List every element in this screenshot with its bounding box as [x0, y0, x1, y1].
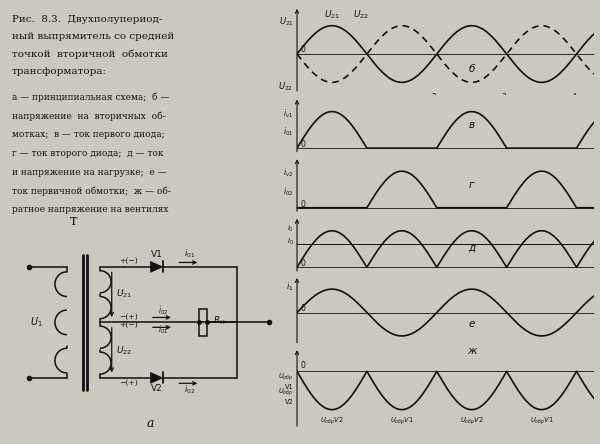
- Text: г: г: [469, 180, 475, 190]
- Text: а — принципиальная схема;  б —: а — принципиальная схема; б —: [11, 93, 169, 102]
- Text: V2: V2: [151, 385, 163, 393]
- Text: ж: ж: [467, 346, 476, 356]
- Text: $2\pi$: $2\pi$: [431, 91, 443, 102]
- Text: ный выпрямитель со средней: ный выпрямитель со средней: [11, 32, 174, 41]
- Text: $\pi$: $\pi$: [364, 93, 370, 102]
- Text: T: T: [70, 217, 77, 227]
- Text: и напряжение на нагрузке;  е —: и напряжение на нагрузке; е —: [11, 168, 166, 177]
- Text: $U_{21}$: $U_{21}$: [324, 9, 340, 21]
- Text: $3\pi$: $3\pi$: [501, 91, 512, 102]
- Text: в: в: [469, 120, 475, 130]
- Text: $4\pi$: $4\pi$: [571, 91, 582, 102]
- Text: $U_{обр}V2$: $U_{обр}V2$: [320, 415, 344, 427]
- Text: $U_{22}$: $U_{22}$: [116, 345, 131, 357]
- Polygon shape: [151, 262, 163, 272]
- Text: $U_{обр}V2$: $U_{обр}V2$: [460, 415, 484, 427]
- Text: г — ток второго диода;  д — ток: г — ток второго диода; д — ток: [11, 149, 163, 158]
- Text: а: а: [146, 417, 154, 430]
- Bar: [199, 309, 207, 336]
- Text: 0: 0: [301, 140, 305, 149]
- Text: $U_{обр}$
V1: $U_{обр}$ V1: [278, 372, 293, 390]
- Text: д: д: [468, 243, 475, 253]
- Text: $i_{v2}$: $i_{v2}$: [283, 167, 293, 179]
- Text: ратное напряжение на вентилях: ратное напряжение на вентилях: [11, 206, 168, 214]
- Text: б: б: [469, 64, 475, 75]
- Text: $i_{02}$: $i_{02}$: [184, 384, 196, 396]
- Text: Рис.  8.3.  Двухполупериод-: Рис. 8.3. Двухполупериод-: [11, 15, 162, 24]
- Text: V1: V1: [151, 250, 163, 258]
- Text: $i_{01}$: $i_{01}$: [158, 323, 169, 336]
- Text: −(+): −(+): [119, 379, 139, 387]
- Text: е: е: [469, 319, 475, 329]
- Text: трансформатора:: трансформатора:: [11, 67, 107, 76]
- Text: $i_{02}$: $i_{02}$: [283, 185, 293, 198]
- Polygon shape: [151, 373, 163, 383]
- Text: $U_{21}$: $U_{21}$: [116, 288, 132, 300]
- Text: напряжение  на  вторичных  об-: напряжение на вторичных об-: [11, 111, 165, 121]
- Text: 0: 0: [301, 45, 305, 54]
- Text: точкой  вторичной  обмотки: точкой вторичной обмотки: [11, 50, 167, 59]
- Text: $R_{\rm H}$: $R_{\rm H}$: [213, 315, 225, 327]
- Text: $U_{обр}$
V2: $U_{обр}$ V2: [278, 387, 293, 405]
- Text: −(+): −(+): [119, 313, 139, 321]
- Text: 0: 0: [301, 361, 305, 369]
- Text: $i_{02}$: $i_{02}$: [158, 304, 169, 317]
- Text: $i_{v1}$: $i_{v1}$: [283, 107, 293, 120]
- Text: $i_{01}$: $i_{01}$: [184, 248, 196, 260]
- Text: $U_{22}$: $U_{22}$: [353, 9, 369, 21]
- Text: 0: 0: [301, 259, 305, 268]
- Text: 0: 0: [301, 304, 305, 313]
- Text: $U_1$: $U_1$: [30, 316, 43, 329]
- Text: 0: 0: [301, 200, 305, 209]
- Text: $I_0$: $I_0$: [287, 237, 293, 247]
- Text: $U_{21}$: $U_{21}$: [278, 15, 293, 28]
- Text: $U_{обр}V1$: $U_{обр}V1$: [390, 415, 414, 427]
- Text: $i_{01}$: $i_{01}$: [283, 126, 293, 138]
- Text: $U_{обр}V1$: $U_{обр}V1$: [530, 415, 553, 427]
- Text: $U_{22}$: $U_{22}$: [278, 80, 293, 93]
- Text: +(−): +(−): [119, 321, 139, 329]
- Text: ток первичной обмотки;  ж — об-: ток первичной обмотки; ж — об-: [11, 186, 170, 196]
- Text: +(−): +(−): [119, 257, 139, 265]
- Text: $i_0$: $i_0$: [287, 224, 293, 234]
- Text: $i_1$: $i_1$: [286, 281, 293, 293]
- Text: мотках;  в — ток первого диода;: мотках; в — ток первого диода;: [11, 130, 164, 139]
